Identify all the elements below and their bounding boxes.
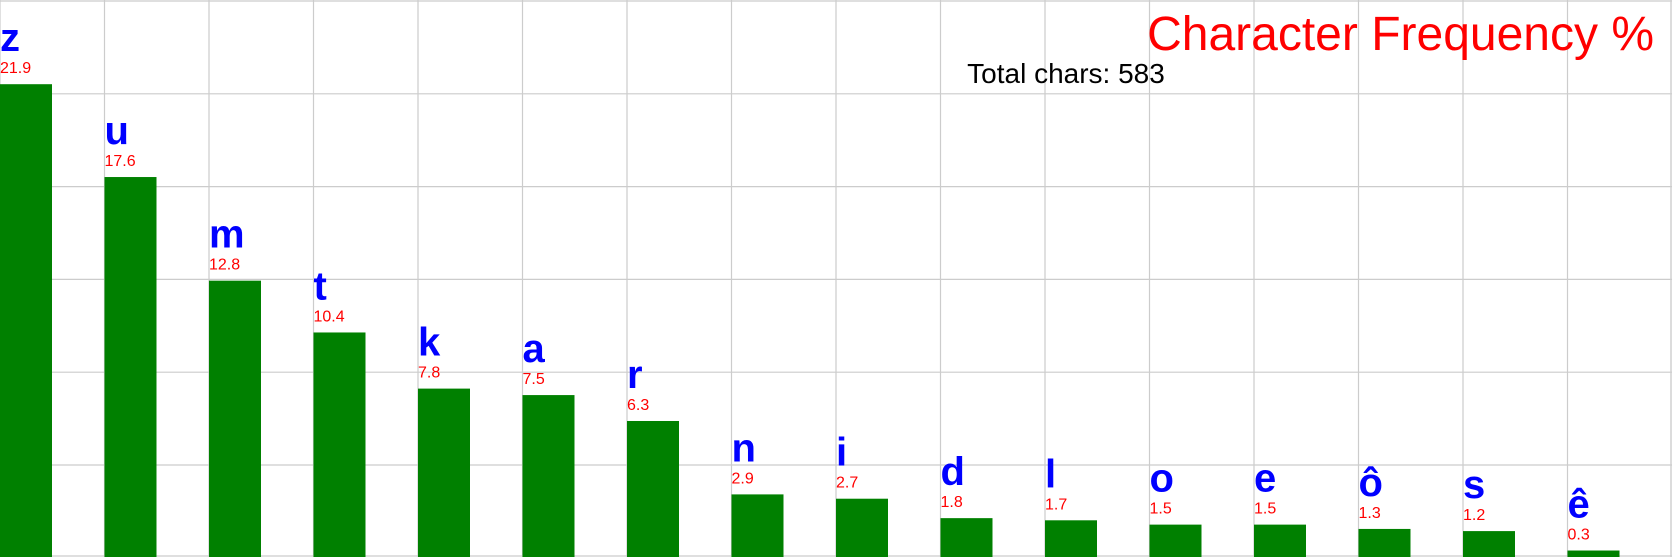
value-label: 17.6 [105,153,136,170]
category-label: i [836,431,847,475]
bar-labels: 21.9z 17.6u 12.8m 10.4t 7.8k 7.5a 6.3r 2.9n 2.7i… [0,16,1590,543]
chart-title: Character Frequency % [1147,8,1654,61]
bar-11 [1045,520,1097,557]
value-label: 1.5 [1150,501,1172,518]
value-label: 10.4 [314,308,345,325]
bar-10 [940,518,993,557]
category-label: k [418,321,441,365]
category-label: r [627,353,643,397]
value-label: 2.9 [732,470,754,487]
value-label: 7.8 [418,365,440,382]
bar-3 [209,280,261,557]
value-label: 1.3 [1359,505,1381,522]
value-label: 6.3 [627,397,649,414]
category-label: ê [1568,483,1590,527]
category-label: ô [1359,461,1383,505]
category-label: l [1045,452,1056,496]
bar-4 [313,332,366,557]
value-label: 7.5 [523,371,545,388]
category-label: o [1150,457,1174,501]
value-label: 1.2 [1463,507,1485,524]
category-label: t [314,264,327,308]
category-label: s [1463,463,1485,507]
chart-subtitle: Total chars: 583 [967,58,1165,89]
bar-2 [104,177,157,557]
bar-5 [418,388,470,557]
category-label: u [105,109,129,153]
value-label: 12.8 [209,257,240,274]
category-label: n [732,426,756,470]
bar-8 [731,494,784,557]
bar-7 [627,420,679,557]
category-label: m [209,213,245,257]
bar-16 [1567,550,1620,557]
bar-6 [522,395,575,557]
category-label: d [941,450,965,494]
bar-1 [0,84,52,557]
value-label: 1.8 [941,494,963,511]
category-label: z [0,16,20,60]
bar-12 [1149,524,1202,557]
bar-15 [1463,531,1515,557]
value-label: 2.7 [836,475,858,492]
bar-13 [1254,524,1306,557]
category-label: e [1254,457,1276,501]
bar-9 [836,498,888,557]
category-label: a [523,327,546,371]
bars [0,84,1620,557]
value-label: 1.7 [1045,496,1067,513]
value-label: 21.9 [0,60,31,77]
value-label: 0.3 [1568,527,1590,544]
bar-14 [1358,528,1411,557]
value-label: 1.5 [1254,501,1276,518]
